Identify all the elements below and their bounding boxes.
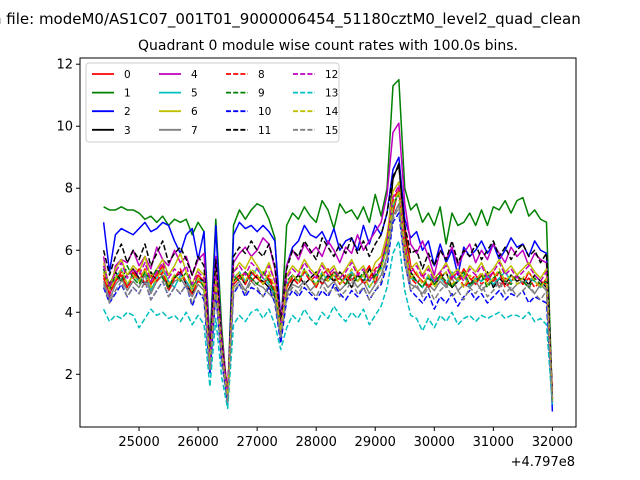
legend-label-6: 6 [191, 106, 198, 118]
x-tick-label: 28000 [296, 435, 337, 450]
y-tick-label: 10 [56, 120, 73, 135]
x-tick-label: 32000 [532, 435, 573, 450]
axes-frame [79, 57, 577, 428]
x-tick-label: 26000 [177, 435, 218, 450]
series-line-9 [102, 193, 554, 403]
legend-label-3: 3 [124, 125, 131, 137]
legend-box [85, 62, 340, 143]
y-tick-label: 12 [56, 58, 73, 73]
series-line-15 [102, 206, 554, 403]
series-line-14 [102, 190, 554, 400]
x-tick-label: 29000 [355, 435, 396, 450]
legend-label-9: 9 [258, 88, 265, 100]
series-line-7 [102, 202, 554, 406]
legend-label-2: 2 [124, 106, 131, 118]
legend-label-7: 7 [191, 125, 198, 137]
y-tick-label: 2 [65, 368, 73, 383]
y-tick-label: 8 [65, 182, 73, 197]
legend-label-1: 1 [124, 88, 131, 100]
series-line-11 [102, 165, 554, 397]
figure-suptitle: n file: modeM0/AS1C07_001T01_9000006454_… [0, 10, 581, 29]
legend-label-10: 10 [258, 106, 271, 118]
y-axis: 2 4 6 8 10 12 [56, 58, 80, 383]
legend-label-5: 5 [191, 88, 198, 100]
chart-title: Quadrant 0 module wise count rates with … [138, 38, 518, 54]
legend-label-14: 14 [325, 106, 339, 118]
x-tick-label: 25000 [118, 435, 159, 450]
y-tick-label: 6 [65, 244, 73, 259]
series-line-4 [102, 122, 554, 397]
legend-label-15: 15 [325, 125, 338, 137]
legend-label-13: 13 [325, 88, 338, 100]
plot-area [102, 78, 554, 412]
x-axis: 25000 26000 27000 28000 29000 30000 31000 32000 [118, 427, 573, 450]
series-line-13 [102, 240, 554, 410]
legend-label-12: 12 [325, 69, 338, 81]
legend-label-11: 11 [258, 125, 271, 137]
series-line-12 [102, 184, 554, 400]
legend-label-0: 0 [124, 69, 131, 81]
legend-label-8: 8 [258, 69, 265, 81]
series-line-6 [102, 181, 554, 400]
x-tick-label: 31000 [473, 435, 514, 450]
legend-label-4: 4 [191, 69, 198, 81]
series-line-1 [103, 78, 554, 400]
x-tick-label: 27000 [236, 435, 277, 450]
x-tick-label: 30000 [414, 435, 455, 450]
y-tick-label: 4 [65, 306, 73, 321]
x-offset-label: +4.797e8 [511, 455, 575, 470]
